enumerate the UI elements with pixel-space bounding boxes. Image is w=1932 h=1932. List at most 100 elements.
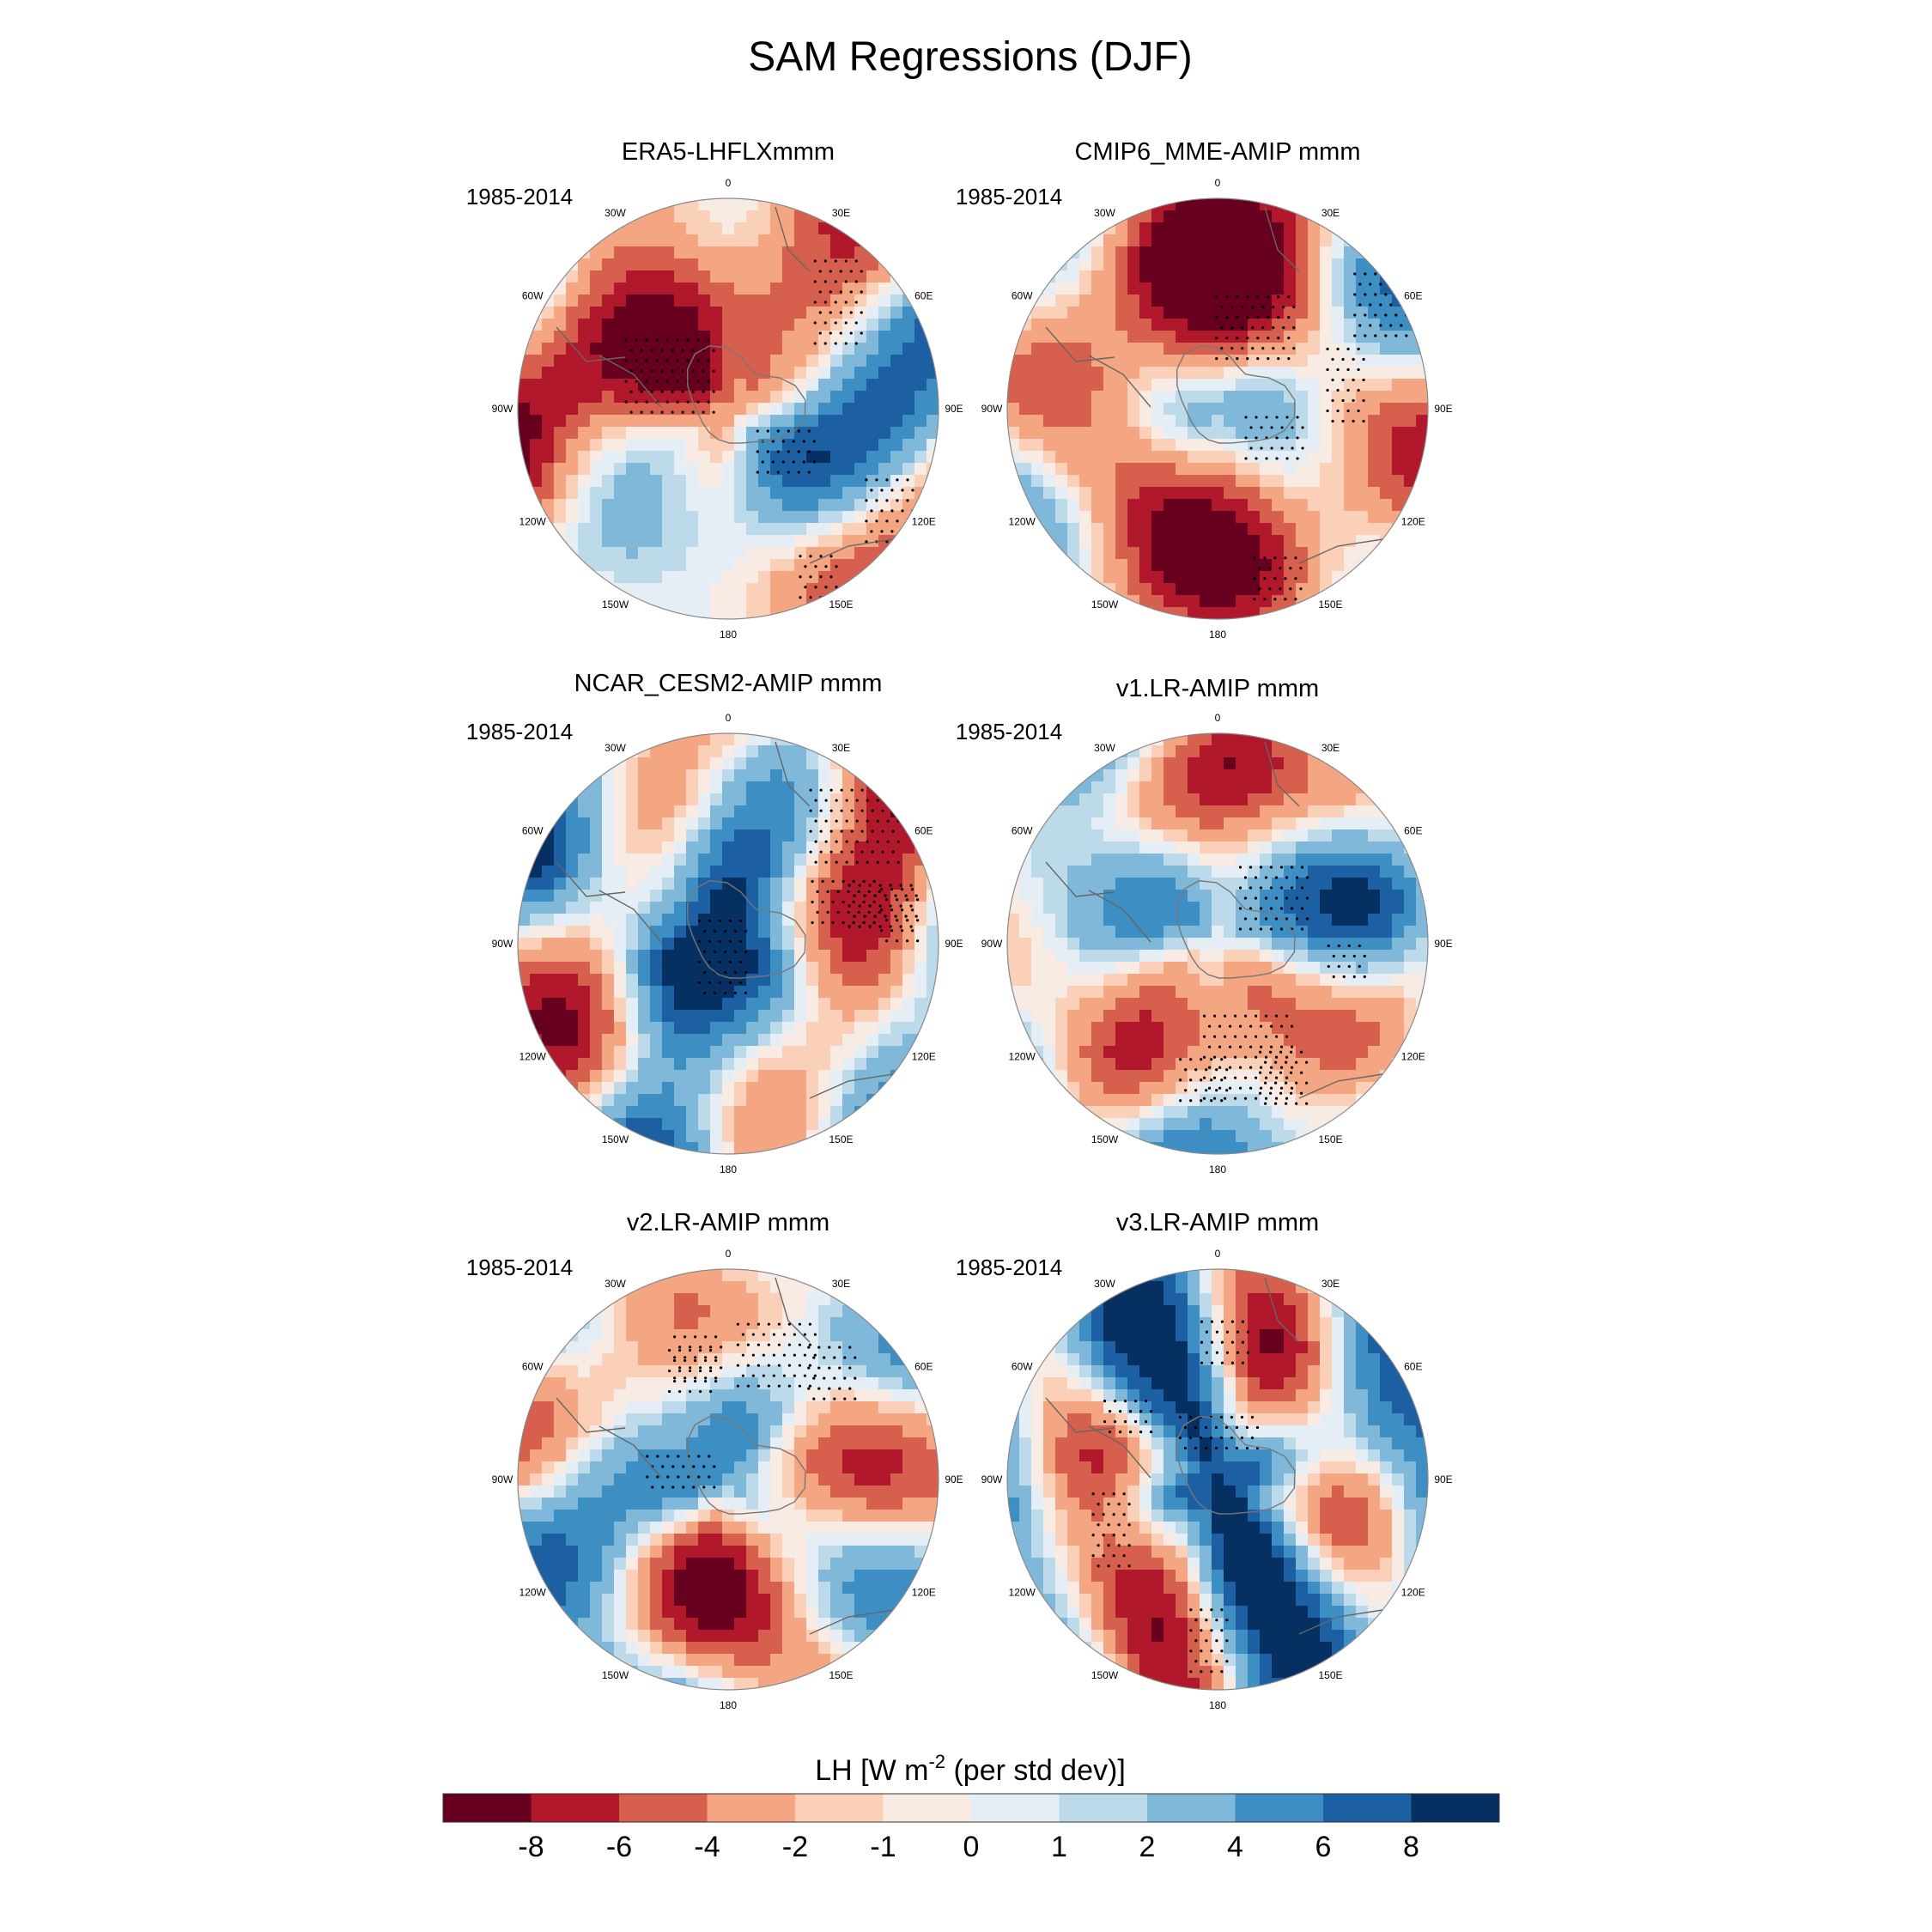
- field-cell: [1296, 283, 1309, 295]
- field-cell: [1296, 854, 1309, 866]
- field-cell: [542, 841, 555, 854]
- field-cell: [650, 745, 663, 758]
- field-cell: [1176, 295, 1188, 307]
- field-cell: [1043, 938, 1056, 951]
- field-cell: [1163, 535, 1176, 548]
- field-cell: [686, 1281, 699, 1294]
- field-cell: [1200, 1034, 1212, 1047]
- field-cell: [794, 559, 807, 572]
- field-cell: [1296, 950, 1309, 963]
- field-cell: [1392, 866, 1405, 878]
- field-cell: [1380, 535, 1393, 548]
- field-cell: [1248, 246, 1261, 259]
- field-cell: [1284, 391, 1297, 404]
- field-cell: [590, 1329, 603, 1342]
- field-cell: [902, 841, 915, 854]
- field-cell: [1320, 415, 1333, 428]
- field-cell: [734, 1130, 747, 1143]
- field-cell: [698, 258, 711, 271]
- field-cell: [842, 463, 855, 476]
- field-cell: [602, 841, 615, 854]
- field-cell: [927, 1010, 939, 1023]
- field-cell: [614, 403, 627, 416]
- field-cell: [638, 1341, 651, 1354]
- field-cell: [1224, 817, 1236, 830]
- field-cell: [638, 343, 651, 355]
- field-cell: [1139, 1142, 1152, 1154]
- field-cell: [1079, 841, 1092, 854]
- field-cell: [1344, 1106, 1357, 1119]
- field-cell: [674, 1022, 687, 1035]
- field-cell: [1139, 902, 1152, 914]
- field-cell: [734, 1058, 747, 1071]
- field-cell: [638, 1485, 651, 1498]
- field-cell: [1115, 986, 1128, 999]
- field-cell: [866, 781, 879, 794]
- field-cell: [1019, 986, 1032, 999]
- field-cell: [830, 535, 843, 548]
- field-cell: [890, 391, 903, 404]
- field-cell: [794, 1377, 807, 1390]
- field-cell: [1236, 319, 1249, 331]
- field-cell: [1368, 998, 1381, 1011]
- field-cell: [566, 547, 579, 560]
- field-cell: [1115, 817, 1128, 830]
- longitude-label: 150E: [1318, 1133, 1342, 1145]
- field-cell: [602, 343, 615, 355]
- field-cell: [734, 367, 747, 380]
- field-cell: [1272, 1070, 1285, 1083]
- field-cell: [1260, 866, 1273, 878]
- field-cell: [638, 1498, 651, 1510]
- field-cell: [686, 829, 699, 842]
- field-cell: [1200, 1046, 1212, 1059]
- field-cell: [578, 781, 591, 794]
- field-cell: [806, 1413, 819, 1426]
- field-cell: [782, 1425, 795, 1438]
- field-cell: [1115, 391, 1128, 404]
- field-cell: [626, 866, 639, 878]
- field-cell: [1332, 415, 1345, 428]
- field-cell: [734, 793, 747, 806]
- field-cell: [1031, 499, 1044, 512]
- field-cell: [770, 1437, 783, 1450]
- field-cell: [758, 595, 771, 608]
- field-cell: [1272, 427, 1285, 440]
- field-cell: [1284, 258, 1297, 271]
- field-cell: [1188, 475, 1200, 488]
- field-cell: [1380, 793, 1393, 806]
- field-cell: [1272, 222, 1285, 235]
- field-cell: [722, 1449, 735, 1462]
- field-cell: [626, 559, 639, 572]
- field-cell: [1176, 926, 1188, 939]
- field-cell: [1260, 222, 1273, 235]
- field-cell: [578, 367, 591, 380]
- field-cell: [746, 829, 759, 842]
- field-cell: [1091, 817, 1104, 830]
- field-cell: [1103, 793, 1116, 806]
- field-cell: [1067, 1058, 1080, 1071]
- field-cell: [626, 463, 639, 476]
- field-cell: [866, 415, 879, 428]
- field-cell: [722, 1377, 735, 1390]
- field-cell: [614, 511, 627, 524]
- field-cell: [914, 499, 927, 512]
- field-cell: [1308, 950, 1321, 963]
- field-cell: [1176, 1070, 1188, 1083]
- peninsula-coastline: [598, 355, 662, 408]
- longitude-label: 90E: [1434, 403, 1452, 415]
- field-cell: [1139, 745, 1152, 758]
- field-cell: [602, 866, 615, 878]
- field-cell: [674, 559, 687, 572]
- field-cell: [650, 841, 663, 854]
- field-cell: [770, 283, 783, 295]
- field-cell: [746, 355, 759, 368]
- field-cell: [842, 805, 855, 818]
- field-cell: [638, 475, 651, 488]
- field-cell: [1043, 902, 1056, 914]
- field-cell: [1392, 890, 1405, 902]
- field-cell: [734, 391, 747, 404]
- field-cell: [842, 1413, 855, 1426]
- field-cell: [614, 475, 627, 488]
- field-cell: [590, 938, 603, 951]
- field-cell: [1236, 841, 1249, 854]
